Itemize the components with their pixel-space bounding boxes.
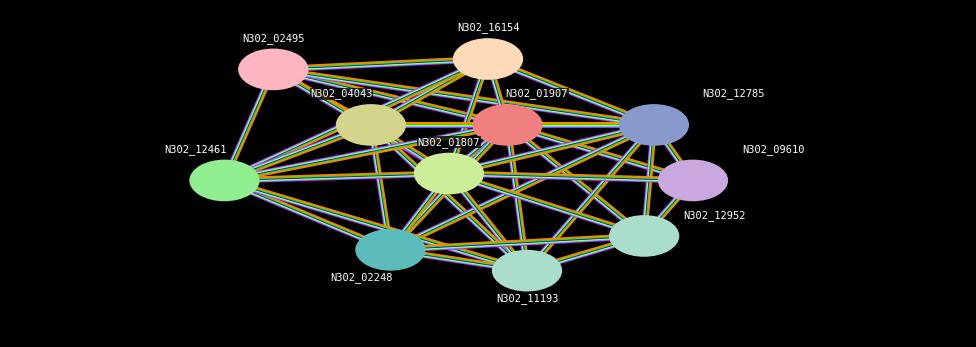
Ellipse shape [414, 153, 484, 194]
Text: N302_02248: N302_02248 [330, 272, 392, 283]
Text: N302_11193: N302_11193 [496, 293, 558, 304]
Ellipse shape [609, 215, 679, 257]
Ellipse shape [238, 49, 308, 90]
Text: N302_04043: N302_04043 [310, 88, 373, 99]
Text: N302_01807: N302_01807 [418, 137, 480, 148]
Ellipse shape [336, 104, 406, 146]
Text: N302_09610: N302_09610 [742, 144, 804, 155]
Text: N302_12461: N302_12461 [164, 144, 226, 155]
Text: N302_01907: N302_01907 [506, 88, 568, 99]
Text: N302_02495: N302_02495 [242, 33, 305, 44]
Text: N302_12785: N302_12785 [703, 88, 765, 99]
Ellipse shape [355, 229, 426, 271]
Ellipse shape [453, 38, 523, 80]
Ellipse shape [619, 104, 689, 146]
Ellipse shape [472, 104, 543, 146]
Ellipse shape [492, 250, 562, 291]
Text: N302_12952: N302_12952 [683, 210, 746, 221]
Ellipse shape [189, 160, 260, 201]
Ellipse shape [658, 160, 728, 201]
Text: N302_16154: N302_16154 [457, 22, 519, 33]
